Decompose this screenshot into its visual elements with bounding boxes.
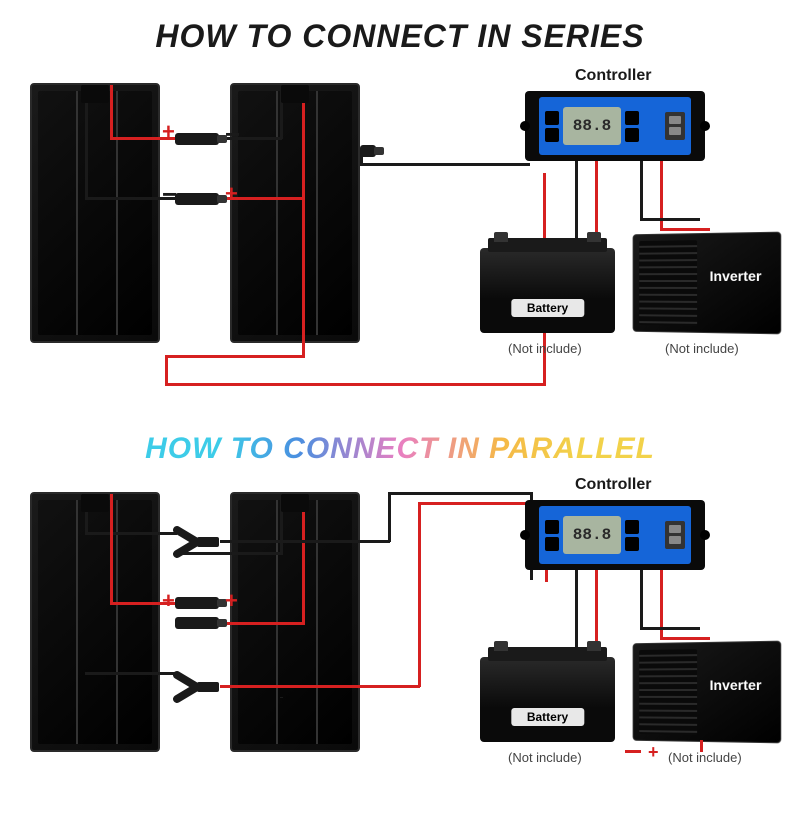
y-connector-bottom (172, 667, 222, 707)
junction-box (81, 85, 109, 103)
plus-symbol: + (225, 588, 238, 614)
wire (165, 355, 305, 358)
wire (660, 228, 710, 231)
inverter-label: Inverter (710, 677, 762, 693)
minus-symbol: − (225, 119, 240, 150)
battery-not-included: (Not include) (508, 341, 582, 356)
junction-box (281, 85, 309, 103)
controller: 88.8 (525, 500, 705, 570)
inverter-not-included: (Not include) (668, 750, 742, 765)
wire (165, 383, 545, 386)
wire (388, 492, 391, 542)
wire (380, 163, 530, 166)
wire (85, 672, 177, 675)
wire (595, 570, 598, 648)
minus-symbol: − (162, 179, 177, 210)
controller-screen: 88.8 (563, 516, 621, 554)
wire (85, 532, 177, 535)
wire (388, 492, 533, 495)
controller-face: 88.8 (539, 506, 691, 564)
battery-not-included: (Not include) (508, 750, 582, 765)
wire (418, 502, 421, 687)
controller-screen: 88.8 (563, 107, 621, 145)
series-diagram: + − − + Controller 88.8 (0, 63, 800, 418)
wire (220, 540, 390, 543)
wire (110, 85, 113, 139)
wire (575, 161, 578, 239)
controller-label: Controller (575, 67, 651, 85)
wire (640, 627, 700, 630)
battery: Battery (480, 248, 615, 333)
wire (595, 161, 598, 239)
wire (215, 622, 305, 625)
controller-face: 88.8 (539, 97, 691, 155)
battery-label: Battery (511, 708, 584, 726)
wire (640, 570, 643, 630)
series-panel-left (30, 83, 160, 343)
mc4-connector (360, 145, 376, 157)
battery-label: Battery (511, 299, 584, 317)
wire (360, 163, 382, 166)
inverter: Inverter (633, 232, 782, 335)
parallel-title: HOW TO CONNECT IN PARALLEL (145, 418, 655, 472)
wire (640, 218, 700, 221)
wire (220, 685, 420, 688)
mc4-connector (175, 133, 219, 145)
wire (660, 637, 710, 640)
wire (575, 570, 578, 648)
inverter-not-included: (Not include) (665, 341, 739, 356)
junction-box (281, 494, 309, 512)
plus-symbol: + (648, 742, 659, 763)
wire (280, 697, 283, 698)
plus-symbol: + (162, 588, 175, 614)
wire (302, 197, 305, 357)
inverter: Inverter (633, 641, 782, 744)
wire (700, 740, 703, 752)
mc4-connector (175, 597, 219, 609)
wire (302, 494, 305, 624)
battery: Battery (480, 657, 615, 742)
plus-symbol: + (225, 181, 238, 207)
wire (640, 161, 643, 221)
mc4-connector (175, 617, 219, 629)
series-panel-right (230, 83, 360, 343)
controller: 88.8 (525, 91, 705, 161)
wire (625, 750, 641, 753)
y-connector-top (172, 522, 222, 562)
controller-label: Controller (575, 476, 651, 494)
wire (165, 355, 168, 385)
inverter-label: Inverter (710, 268, 762, 284)
wire (110, 494, 113, 604)
parallel-diagram: + + Controller 88.8 Batter (0, 472, 800, 827)
plus-symbol: + (162, 119, 175, 145)
junction-box (81, 494, 109, 512)
parallel-panel-left (30, 492, 160, 752)
mc4-connector (175, 193, 219, 205)
series-title: HOW TO CONNECT IN SERIES (0, 0, 800, 63)
